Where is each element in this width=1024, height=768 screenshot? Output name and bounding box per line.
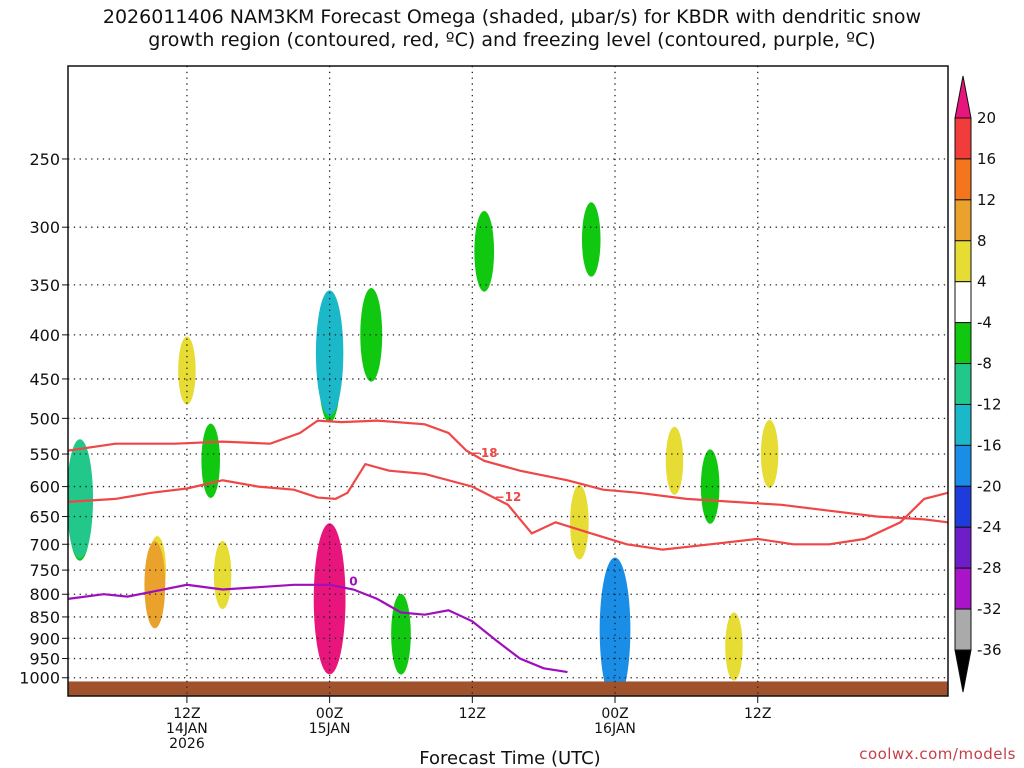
y-tick-label: 650 [29, 508, 60, 527]
omega-cell [360, 288, 383, 382]
y-tick-label: 1000 [19, 669, 60, 688]
omega-cell [315, 290, 344, 416]
y-tick-label: 850 [29, 608, 60, 627]
site-credit: coolwx.com/models [859, 745, 1016, 763]
y-tick-label: 600 [29, 478, 60, 497]
colorbar-tick-label: -8 [977, 355, 992, 373]
x-tick-label: 15JAN [309, 721, 351, 737]
omega-cell [178, 336, 196, 405]
colorbar-swatch [954, 608, 972, 651]
colorbar-tick-label: 12 [977, 191, 996, 209]
colorbar-tick-label: -24 [977, 518, 1002, 536]
colorbar-swatch [954, 199, 972, 242]
colorbar-tick-label: -32 [977, 600, 1002, 618]
y-axis: 250 300 350 400 450 500 550 600 650 700 750 800 850 9… [19, 150, 68, 688]
omega-cell [201, 423, 221, 498]
contour-label: −18 [471, 446, 498, 460]
colorbar-swatch [954, 485, 972, 528]
y-tick-label: 750 [29, 561, 60, 580]
chart-title-line-2: growth region (contoured, red, ºC) and f… [148, 29, 876, 51]
colorbar-swatch [954, 444, 972, 487]
y-tick-label: 300 [29, 218, 60, 237]
colorbar-tick-label: 20 [977, 109, 996, 127]
colorbar-tick-label: -16 [977, 436, 1002, 454]
omega-cell [581, 202, 601, 277]
omega-cell [700, 449, 720, 524]
plot-area: −18 −12 0 [68, 66, 948, 696]
colorbar-tick-label: -20 [977, 477, 1002, 495]
y-tick-label: 450 [29, 370, 60, 389]
contour-line [68, 419, 948, 524]
omega-cell [665, 426, 684, 495]
x-tick-label: 00Z [601, 706, 628, 722]
colorbar-swatch [954, 117, 972, 160]
x-axis-label: Forecast Time (UTC) [419, 748, 600, 768]
y-tick-label: 700 [29, 535, 60, 554]
colorbar-swatch [954, 403, 972, 446]
omega-cell [213, 541, 232, 610]
colorbar-swatch [954, 240, 972, 283]
omega-cell [144, 541, 166, 629]
colorbar-swatch [954, 158, 972, 201]
colorbar-tick-label: 4 [977, 273, 987, 291]
omega-cell [391, 593, 411, 675]
chart-title-line-1: 2026011406 NAM3KM Forecast Omega (shaded… [102, 6, 922, 28]
colorbar-swatch [954, 567, 972, 610]
colorbar-tick-label: -28 [977, 559, 1002, 577]
y-tick-label: 800 [29, 585, 60, 604]
colorbar-tick-label: 8 [977, 232, 987, 250]
omega-cell [570, 485, 589, 560]
contour-label: 0 [349, 575, 357, 589]
y-tick-label: 900 [29, 629, 60, 648]
y-tick-label: 250 [29, 150, 60, 169]
contour-label: −12 [495, 490, 522, 504]
colorbar: 20 16 12 8 4 -4 -8 -12 -16 -20 -24 -28 -32 -36 [954, 75, 1002, 693]
omega-cell [599, 557, 631, 696]
x-tick-label: 00Z [316, 706, 343, 722]
omega-cell [760, 420, 779, 489]
colorbar-swatch [954, 322, 972, 365]
omega-cell [313, 523, 346, 675]
y-tick-label: 400 [29, 326, 60, 345]
colorbar-bottom-arrow [954, 649, 972, 693]
colorbar-tick-label: -36 [977, 641, 1002, 659]
x-tick-label: 12Z [459, 706, 486, 722]
colorbar-swatch [954, 363, 972, 405]
colorbar-tick-label: -4 [977, 314, 992, 332]
x-tick-label: 2026 [169, 736, 205, 752]
omega-cell [725, 612, 743, 681]
y-tick-label: 500 [29, 409, 60, 428]
contour-line [68, 583, 568, 674]
colorbar-tick-label: -12 [977, 395, 1002, 413]
omega-cell [68, 439, 94, 559]
y-tick-label: 550 [29, 445, 60, 464]
colorbar-top-arrow [954, 75, 972, 119]
x-tick-label: 12Z [173, 706, 200, 722]
x-tick-label: 14JAN [166, 721, 208, 737]
colorbar-swatch [954, 281, 972, 324]
contour-line [68, 462, 948, 551]
x-tick-label: 16JAN [594, 721, 636, 737]
ground-surface [68, 681, 948, 696]
plot-frame [67, 65, 949, 697]
colorbar-tick-label: 16 [977, 150, 996, 168]
colorbar-swatch [954, 526, 972, 569]
y-tick-label: 950 [29, 650, 60, 669]
x-tick-label: 12Z [744, 706, 771, 722]
y-tick-label: 350 [29, 276, 60, 295]
chart-title: 2026011406 NAM3KM Forecast Omega (shaded… [0, 6, 1024, 52]
omega-cell [474, 210, 495, 292]
